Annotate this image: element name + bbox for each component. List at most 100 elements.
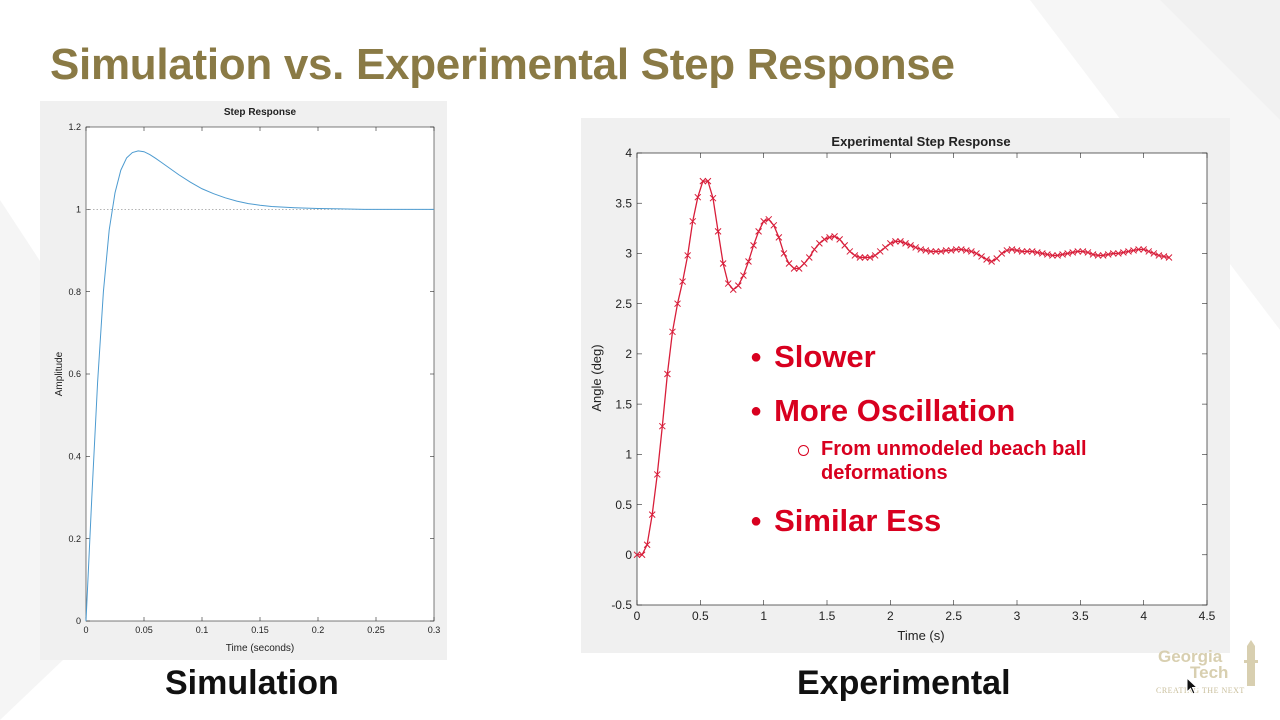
data-point [734,282,742,289]
data-point [968,248,975,255]
data-point [704,177,712,185]
data-point [729,286,737,293]
data-point [937,248,945,255]
data-point [1013,247,1021,254]
data-point [785,260,793,267]
data-point [876,248,884,255]
x-tick-label: 3 [1014,609,1021,623]
data-point [633,551,641,559]
data-point [674,300,681,308]
data-point [1028,248,1036,255]
data-point [714,227,722,235]
data-point [917,246,925,253]
data-point [810,246,818,253]
data-point [638,551,646,559]
data-point [805,254,813,261]
data-point [886,240,894,247]
simulation-plot-svg: 0 0.05 0.1 0.15 0.2 0.25 0.300.20.40.60.811.2 … [40,101,447,660]
data-point [1074,248,1082,255]
data-point [1140,246,1148,253]
y-tick-label: 0.2 [68,534,81,544]
simulation-y-axis-label: Amplitude [54,351,65,396]
x-tick-label: 0.15 [251,625,269,635]
data-point [795,265,803,272]
x-tick-label: 0.2 [312,625,325,635]
bullet-item: ● More Oscillation [750,391,1141,431]
x-tick-label: 2 [887,609,894,623]
x-tick-label: 4 [1140,609,1147,623]
y-tick-label: -0.5 [611,598,632,612]
data-point [988,258,996,265]
data-point [658,422,666,430]
data-point [861,254,869,261]
bullet-item: ● Similar Ess [750,501,1141,541]
y-tick-label: 1.5 [615,397,632,411]
y-tick-label: 4 [625,146,632,160]
data-point [745,258,752,265]
y-tick-label: 2.5 [615,297,632,311]
data-point [669,328,676,336]
logo-line-1: Georgia [1158,647,1223,666]
data-point [689,217,697,225]
bullet-text: Slower [774,339,876,374]
data-point [1130,247,1137,254]
data-point [760,217,768,225]
logo-tagline: CREATING THE NEXT [1156,686,1245,695]
bullet-text: More Oscillation [774,393,1016,428]
logo-line-2: Tech [1190,663,1229,682]
data-point [1033,249,1041,256]
data-point [907,242,914,249]
y-tick-label: 2 [625,347,632,361]
data-point [1160,253,1168,260]
data-point [1104,251,1112,258]
data-point [1054,252,1061,259]
tech-tower-icon [1244,640,1258,686]
data-point [1125,248,1132,255]
data-point [1049,252,1056,259]
data-point [947,247,955,254]
data-point [892,238,899,245]
data-point [755,227,762,235]
y-tick-label: 3 [625,247,632,261]
data-point [846,248,854,255]
data-point [709,194,717,202]
data-point [841,242,849,249]
data-point [1064,250,1072,257]
data-point [973,250,980,257]
y-tick-label: 1.2 [68,122,81,132]
data-point [775,234,783,241]
slide-title: Simulation vs. Experimental Step Respons… [50,40,955,89]
data-point [664,370,671,378]
data-point [962,247,970,254]
y-tick-label: 0.5 [615,498,632,512]
bullet-item: ● Slower [750,337,1141,377]
data-point [1018,248,1026,255]
data-point [1109,250,1117,257]
data-point [765,215,773,223]
experimental-axes-box [636,152,1208,606]
data-point [1120,249,1127,256]
data-point [1003,247,1011,254]
x-tick-label: 0 [634,609,641,623]
data-point [1099,252,1107,259]
bullet-dot-icon: ● [750,509,763,532]
data-point [679,278,686,285]
data-point [770,221,778,229]
data-point [851,252,859,259]
data-point [780,250,788,257]
data-point [993,255,1001,262]
data-point [927,248,935,255]
bullet-text: Similar Ess [774,503,942,538]
experimental-plot: 0 0.5 1 1.5 2 2.5 3 3.5 4 4.5 -0.5 0 0.5 1 1.5 2 2.5 3 3.5… [581,118,1230,653]
data-point [1044,251,1051,258]
x-tick-label: 3.5 [1072,609,1089,623]
simulation-chart-title: Step Response [224,107,297,118]
data-point [881,244,889,251]
data-point [653,471,661,478]
data-point [871,252,879,259]
data-point [831,233,838,240]
simulation-axes-box [85,126,435,622]
data-point [750,242,757,249]
data-point [983,256,990,263]
data-point [1135,246,1142,253]
